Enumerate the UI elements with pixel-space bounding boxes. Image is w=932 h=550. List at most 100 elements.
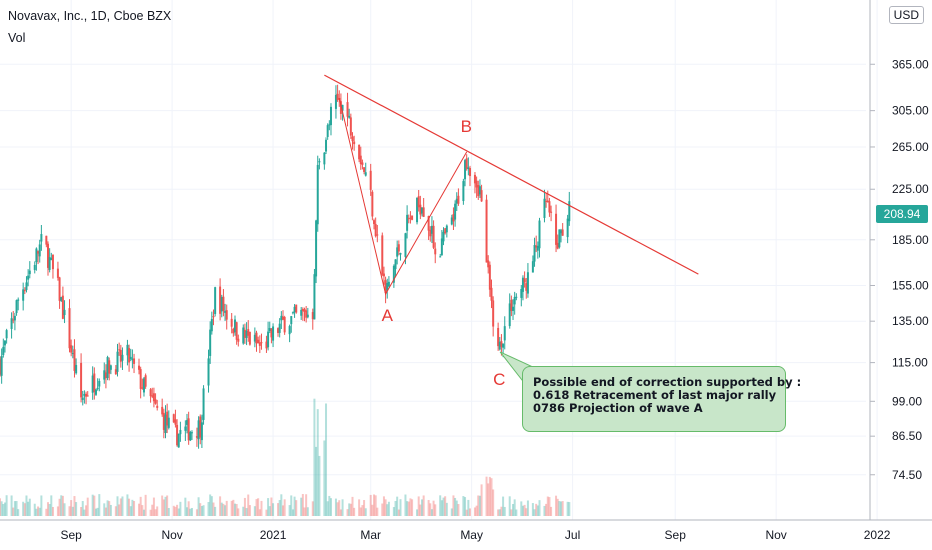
volume-bar [404, 494, 407, 516]
candle-body [306, 314, 309, 318]
candle-body [272, 326, 275, 341]
time-axis[interactable]: Sep Nov 2021 Mar May Jul Sep Nov 2022 [0, 519, 932, 542]
candle-body [28, 270, 31, 275]
volume-bar [548, 497, 551, 516]
time-tick-label: Nov [765, 528, 786, 542]
candle-body [450, 217, 453, 225]
volume-bar [382, 496, 385, 516]
volume-bar [306, 507, 309, 516]
candle-body [83, 394, 86, 396]
candle-body [387, 281, 390, 287]
wave-label-b: B [460, 116, 473, 136]
last-price-tag: 208.94 [876, 205, 928, 223]
volume-bar [513, 499, 516, 516]
volume-bar [197, 497, 200, 516]
candle-body [369, 170, 372, 190]
volume-bar [339, 509, 342, 516]
volume-bar [543, 505, 546, 516]
volume-bar [295, 500, 298, 516]
candle-body [106, 357, 109, 378]
volume-bar [80, 507, 83, 516]
price-tick-label: 135.00 [892, 314, 929, 328]
annotation-callout[interactable]: Possible end of correction supported by … [522, 366, 801, 432]
candle-body [500, 341, 503, 347]
candle-body [27, 275, 30, 280]
volume-bar [411, 499, 414, 516]
volume-bar [326, 501, 329, 516]
candle-body [202, 388, 205, 420]
candle-body [68, 308, 71, 349]
volume-bar [81, 501, 84, 516]
volume-bar [520, 501, 523, 516]
candle-body [46, 243, 49, 268]
candle-body [277, 328, 280, 333]
volume-bar [237, 508, 240, 516]
candle-body [386, 282, 389, 291]
volume-bar [303, 507, 306, 516]
candle-body [179, 429, 182, 435]
volume-bar [409, 498, 412, 516]
candle-body [15, 300, 18, 313]
candle-body [316, 164, 319, 225]
volume-bar [267, 498, 270, 516]
volume-bar [176, 504, 179, 516]
candle-body [103, 370, 106, 380]
price-axis[interactable]: 365.00 305.00 265.00 225.00 185.00 155.00 135.… [869, 0, 929, 520]
candle-body [257, 339, 260, 344]
candle-body [23, 290, 26, 292]
candlestick-series [0, 84, 571, 449]
candle-body [184, 426, 187, 431]
volume-bar [313, 398, 316, 516]
volume-bar [338, 500, 341, 516]
price-tick-label: 185.00 [892, 233, 929, 247]
candle-body [454, 203, 457, 220]
candle-body [280, 315, 283, 321]
candle-body [56, 268, 59, 278]
volume-bar [291, 509, 294, 516]
candle-body [492, 300, 495, 327]
candle-body [199, 416, 202, 438]
volume-bar [349, 503, 352, 516]
volume-bar [96, 507, 99, 516]
candle-body [396, 247, 399, 257]
candle-body [513, 296, 516, 305]
volume-bar [323, 440, 326, 516]
volume-bar [290, 495, 293, 516]
volume-bar [133, 500, 136, 516]
candle-body [93, 373, 96, 392]
volume-bar [177, 508, 180, 516]
candle-body [376, 234, 379, 236]
candle-body [462, 181, 465, 202]
volume-bar [536, 505, 539, 516]
candle-body [422, 207, 425, 217]
volume-bar [75, 502, 78, 516]
candle-body [96, 387, 99, 389]
candle-body [325, 139, 328, 152]
volume-bar [27, 501, 30, 516]
candle-body [291, 312, 294, 314]
volume-bar [525, 508, 528, 516]
volume-bar [272, 503, 275, 516]
candle-body [141, 387, 144, 389]
volume-bar [257, 498, 260, 516]
candle-body [25, 282, 28, 291]
volume-bar [71, 506, 74, 516]
volume-bar [336, 502, 339, 516]
candle-body [200, 422, 203, 441]
volume-bar [5, 495, 8, 516]
price-tick-label: 155.00 [892, 279, 929, 293]
resistance-trendline [324, 74, 699, 275]
candle-body [197, 420, 200, 440]
currency-selector[interactable]: USD [888, 6, 924, 24]
candle-body [485, 199, 488, 263]
volume-bar [318, 455, 321, 516]
candle-body [328, 124, 331, 126]
candle-body [468, 168, 471, 177]
time-tick-label: May [460, 528, 483, 542]
volume-bar [455, 500, 458, 516]
candle-body [498, 341, 501, 350]
candle-body [427, 216, 430, 231]
candle-body [341, 104, 344, 111]
candle-body [288, 326, 291, 335]
